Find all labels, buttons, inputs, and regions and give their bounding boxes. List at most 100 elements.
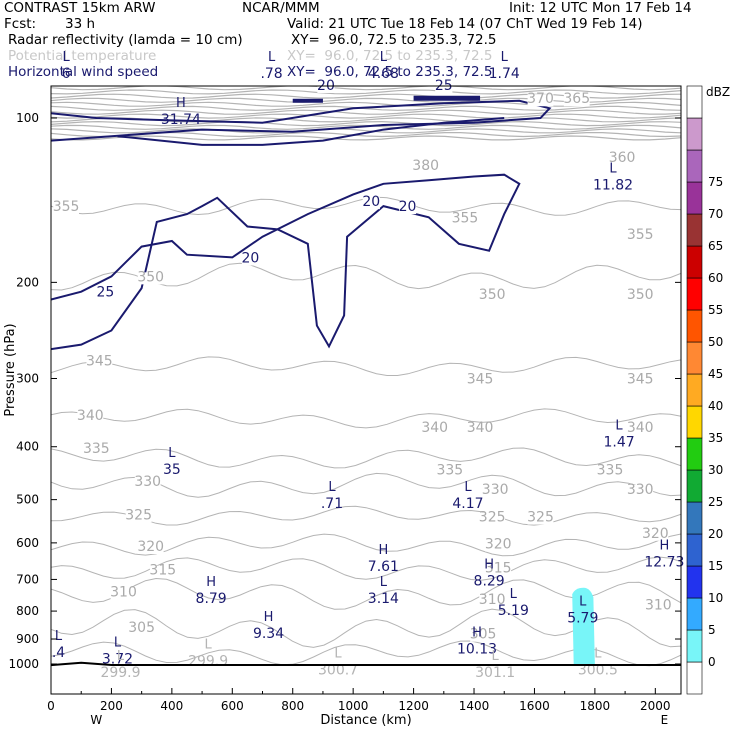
colorbar-segment [686,437,703,471]
extremum-value: 3.72 [102,652,133,668]
theta-contour-upper [51,135,681,141]
colorbar-level-label: 0 [708,655,716,669]
theta-contour-upper [51,109,681,115]
x-tick-label: 0 [47,699,55,713]
wind-contour [51,99,552,142]
theta-contour-label: 320 [485,537,512,553]
theta-contour-label: 305 [128,620,155,636]
extremum-value: 3.14 [368,591,399,607]
east-label: E [661,713,669,727]
colorbar-level-label: 60 [708,271,723,285]
valid-time: Valid: 21 UTC Tue 18 Feb 14 (07 ChT Wed … [287,16,643,32]
theta-contour-label: 335 [597,462,624,478]
field-wind-name: Horizontal wind speed [8,64,159,80]
extremum-value: 6 [62,66,71,82]
y-tick-label: 300 [16,372,39,386]
y-tick-label: 400 [16,440,39,454]
extremum-value: 12.73 [644,555,684,571]
extremum-marker: H [264,610,274,625]
extremum-value: 31.74 [161,112,201,128]
theta-contour-label: 355 [627,227,654,243]
theta-contour-label: 310 [110,584,137,600]
theta-contour-label: 340 [467,420,494,436]
theta-contour-upper [51,128,681,134]
colorbar-level-label: 40 [708,399,723,413]
theta-extremum-value: 299.9 [188,653,228,669]
theta-contour-label: 340 [77,408,104,424]
y-tick-label: 200 [16,275,39,289]
theta-contour-label: 360 [609,150,636,166]
theta-contour-label: 340 [627,420,654,436]
colorbar-segment [686,405,703,439]
theta-contour-label: 330 [627,482,654,498]
theta-extremum-marker: L [117,649,125,664]
extremum-marker: L [615,418,623,433]
extremum-marker: L [380,50,388,65]
theta-contour-label: 345 [467,372,494,388]
theta-contour-label: 350 [479,287,506,303]
colorbar-segment [686,213,703,247]
theta-contour-label: 345 [627,372,654,388]
theta-extremum-value: 300.5 [578,663,618,679]
extremum-value: .71 [321,496,343,512]
colorbar-level-label: 75 [708,175,723,189]
colorbar-segment [686,661,703,695]
colorbar-segment [686,341,703,375]
theta-contour-label: 330 [482,482,509,498]
wind-contour [117,117,505,146]
y-tick-label: 100 [16,111,39,125]
field-theta-name: Potential temperature [8,48,157,64]
theta-extremum-marker: L [334,647,342,662]
theta-contour-label: 370 [527,91,554,107]
colorbar-segment [686,309,703,343]
extremum-marker: L [579,595,587,610]
colorbar-segment [686,533,703,567]
extremum-value: 4.68 [368,66,399,82]
forecast-hour: 33 h [65,16,96,32]
x-tick-label: 800 [281,699,304,713]
colorbar-segment [686,181,703,215]
extremum-value: 4.17 [452,496,483,512]
x-tick-label: 600 [221,699,244,713]
theta-contour-label: 320 [137,539,164,555]
colorbar-segment [686,565,703,599]
theta-extremum-value: 301.1 [475,665,515,681]
x-tick-label: 200 [100,699,123,713]
extremum-marker: L [464,480,472,495]
y-axis-label: Pressure (hPa) [3,323,18,416]
colorbar-unit: dBZ [706,85,730,99]
model-title: CONTRAST 15km ARW [4,0,156,16]
extremum-marker: L [268,50,276,65]
colorbar-level-label: 50 [708,335,723,349]
x-axis-label: Distance (km) [320,713,411,728]
field-reflectivity-xy: XY= 96.0, 72.5 to 235.3, 72.5 [291,32,497,48]
theta-contour-label: 355 [53,199,80,215]
y-tick-label: 1000 [8,657,39,671]
theta-contour-upper [51,89,681,95]
theta-contour-label: 325 [479,510,506,526]
extremum-value: 5.79 [567,611,598,627]
extremum-marker: H [472,625,482,640]
colorbar-level-label: 45 [708,367,723,381]
extremum-value: 9.34 [253,626,284,642]
extremum-marker: L [510,587,518,602]
org-label: NCAR/MMM [242,0,320,16]
extremum-value: .4 [52,645,65,661]
theta-extremum-marker: L [594,647,602,662]
colorbar-segment [686,245,703,279]
colorbar-segment [686,149,703,183]
extremum-value: 35 [163,462,181,478]
theta-contour-label: 335 [436,462,463,478]
y-tick-label: 700 [16,572,39,586]
extremum-marker: L [55,629,63,644]
colorbar-level-label: 10 [708,591,723,605]
extremum-value: 11.82 [593,178,633,194]
theta-contour [51,505,681,526]
theta-contour [51,556,681,581]
dbz-colorbar: 0 5 10 15 20 25 30 35 40 45 50 55 60 65 70 75 dBZ [686,85,730,695]
colorbar-segment [686,501,703,535]
extremum-value: 7.61 [368,559,399,575]
extremum-value: 1.74 [489,66,520,82]
colorbar-level-label: 15 [708,559,723,573]
